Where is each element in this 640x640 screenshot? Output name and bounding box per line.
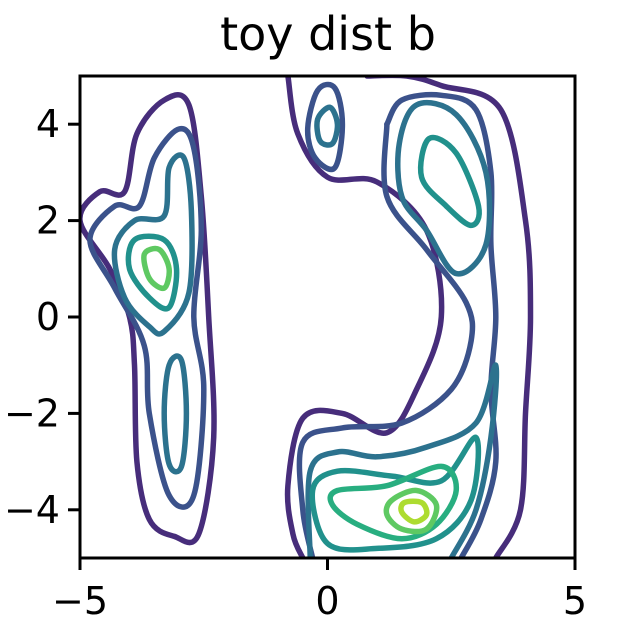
- contour-level-2-line-12: [395, 100, 493, 277]
- contour-level-2-line-3: [161, 353, 190, 475]
- contour-level-3-line-14: [417, 134, 482, 229]
- contour-level-2-line-13: [305, 362, 500, 558]
- x-tick-label: 5: [563, 579, 587, 623]
- y-tick-label: 2: [36, 199, 60, 243]
- contour-level-5-line-17: [383, 487, 440, 535]
- contour-level-5-line-5: [141, 245, 172, 292]
- y-tick-label: 0: [36, 295, 60, 339]
- contour-level-3-line-4: [125, 233, 180, 312]
- contour-level-6-line-18: [398, 498, 430, 525]
- contour-level-1-line-8: [304, 81, 346, 173]
- contour-level-4-line-16: [327, 463, 460, 542]
- contour-level-2-line-2: [111, 152, 195, 337]
- contour-level-1-line-10: [384, 91, 499, 558]
- x-tick-label: −5: [52, 579, 108, 623]
- contour-level-0-line-0: [80, 91, 217, 546]
- y-tick-label: −2: [4, 391, 60, 435]
- x-tick-label: 0: [315, 579, 339, 623]
- y-axis: −4 −2 0 2 4: [4, 102, 80, 532]
- contour-level-3-line-15: [309, 434, 482, 553]
- x-axis: −5 0 5: [52, 558, 587, 623]
- contour-level-1-line-11: [296, 121, 476, 558]
- contour-level-1-line-1: [87, 125, 207, 510]
- contour-level-0-line-6: [284, 76, 445, 558]
- contour-lines: [80, 76, 534, 558]
- contour-level-0-line-7: [364, 76, 534, 558]
- y-tick-label: −4: [4, 488, 60, 532]
- contour-level-2-line-9: [314, 104, 341, 148]
- axes-frame: [78, 74, 577, 560]
- y-tick-label: 4: [36, 102, 60, 146]
- chart-title: toy dist b: [220, 7, 436, 61]
